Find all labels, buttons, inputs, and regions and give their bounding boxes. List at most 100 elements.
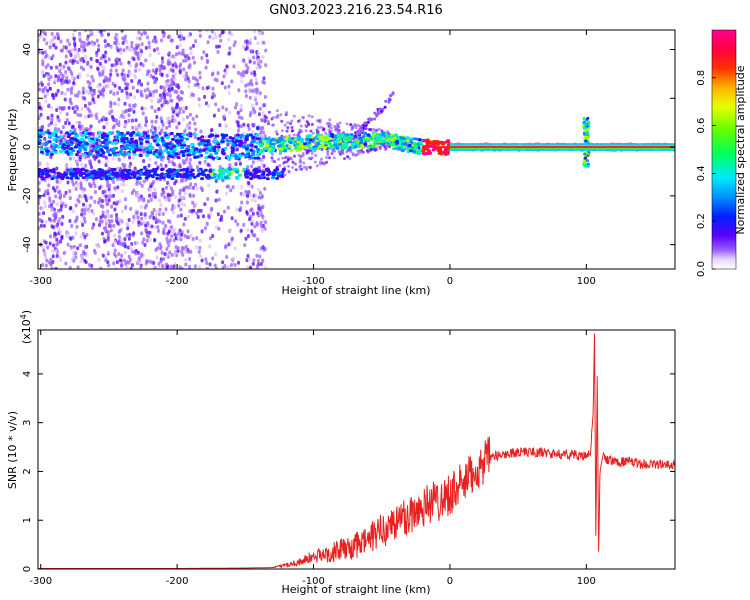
heat-cell <box>163 131 168 135</box>
heat-cell <box>144 58 148 63</box>
heat-cell <box>64 54 68 59</box>
heat-cell <box>107 110 111 115</box>
heat-cell <box>278 136 283 140</box>
heat-cell <box>81 231 85 236</box>
heat-cell <box>307 141 312 145</box>
heat-cell <box>68 156 72 161</box>
heat-cell <box>278 163 282 167</box>
heat-cell <box>242 222 246 227</box>
heat-cell <box>371 134 376 138</box>
heat-cell <box>261 118 265 123</box>
heat-cell <box>234 105 238 110</box>
heat-cell <box>145 153 150 157</box>
heat-cell <box>40 206 44 211</box>
heat-cell <box>421 138 426 142</box>
heat-cell <box>162 190 166 195</box>
colorbar-tick-label-4: 0.8 <box>696 70 707 86</box>
heat-cell <box>64 261 68 266</box>
heat-cell <box>66 144 71 148</box>
heat-cell <box>238 154 243 158</box>
heat-cell <box>124 177 129 181</box>
heat-cell <box>176 235 180 240</box>
heat-cell <box>198 33 202 38</box>
heat-cell <box>60 221 64 226</box>
heat-cell <box>189 46 193 51</box>
heat-cell <box>158 68 162 73</box>
heat-cell <box>112 223 116 228</box>
heat-cell <box>153 172 158 176</box>
heat-cell <box>130 79 134 84</box>
heat-cell <box>290 119 294 123</box>
heat-cell <box>261 130 265 135</box>
heat-cell <box>150 124 154 129</box>
spectrogram-x-tick-label-1: -200 <box>166 276 189 287</box>
heat-cell <box>210 30 214 34</box>
heat-cell <box>222 74 226 79</box>
heat-cell <box>259 195 263 200</box>
heat-cell <box>138 137 143 141</box>
heat-cell <box>116 220 120 225</box>
heat-cell <box>115 34 119 39</box>
heat-cell <box>44 86 48 91</box>
heat-cell <box>38 168 42 172</box>
heat-cell <box>128 72 132 77</box>
heat-cell <box>59 135 64 139</box>
heat-cell <box>278 171 283 175</box>
heat-cell <box>158 198 162 203</box>
heat-cell <box>286 121 290 125</box>
heat-cell <box>434 141 439 145</box>
spectrogram-x-tick-label-3: 0 <box>447 276 453 287</box>
heat-cell <box>196 165 200 170</box>
heat-cell <box>68 189 72 194</box>
heat-cell <box>79 113 83 118</box>
heat-cell <box>143 165 147 170</box>
heat-cell <box>255 222 259 227</box>
heat-cell <box>186 153 191 157</box>
heat-cell <box>122 114 126 119</box>
heat-cell <box>226 265 230 269</box>
heat-cell <box>54 194 58 199</box>
heat-cell <box>235 133 240 137</box>
heat-cell <box>203 168 208 172</box>
heat-cell <box>139 125 143 130</box>
heat-cell <box>123 81 127 86</box>
heat-cell <box>179 178 183 183</box>
heat-cell <box>388 145 392 149</box>
heat-cell <box>107 263 111 268</box>
heat-cell <box>51 142 56 146</box>
heat-cell <box>256 258 260 263</box>
heat-cell <box>134 248 138 253</box>
heat-cell <box>79 234 83 239</box>
heat-cell <box>188 112 192 117</box>
heat-cell <box>184 244 188 249</box>
heat-cell <box>72 182 76 187</box>
heat-cell <box>120 146 125 150</box>
heat-cell <box>324 161 328 165</box>
heat-cell <box>204 156 209 160</box>
heat-cell <box>68 218 72 223</box>
heat-cell <box>279 147 284 151</box>
heat-cell <box>185 149 190 153</box>
heat-cell <box>134 68 138 73</box>
heat-cell <box>378 107 382 111</box>
heat-cell <box>84 30 88 33</box>
heat-cell <box>211 156 216 160</box>
heat-cell <box>251 160 255 165</box>
heat-cell <box>165 73 169 78</box>
heat-cell <box>90 113 94 118</box>
heat-cell <box>224 176 229 180</box>
heat-cell <box>162 34 166 39</box>
heat-cell <box>239 103 243 108</box>
heat-cell <box>64 204 68 209</box>
heat-cell <box>239 206 243 211</box>
heat-cell <box>191 93 195 98</box>
heat-cell <box>439 152 444 156</box>
heat-cell <box>63 73 67 78</box>
heat-cell <box>169 38 173 43</box>
heat-cell <box>181 90 185 95</box>
heat-cell <box>255 87 259 92</box>
heat-cell <box>246 165 250 170</box>
heat-cell <box>255 153 260 157</box>
heat-cell <box>331 149 335 153</box>
heat-cell <box>110 204 114 209</box>
